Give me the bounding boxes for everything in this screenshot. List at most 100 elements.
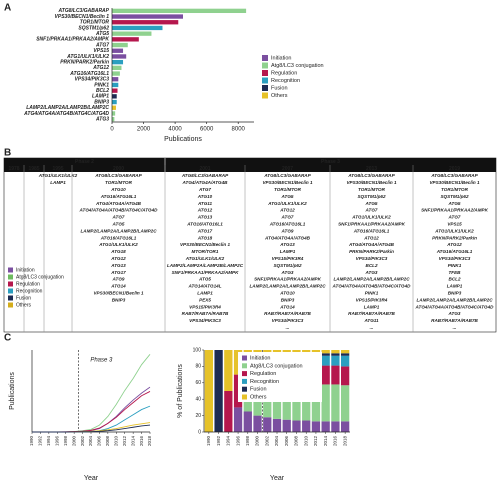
gene-entry: LAMP2/LAMP2A/LAMP2B/LAMP2C: [333, 277, 410, 282]
x-tick-label: 2006: [284, 436, 289, 447]
x-tick-label: 1990: [206, 436, 211, 447]
gene-entry: ATG7: [281, 215, 294, 220]
legend-swatch: [8, 295, 13, 301]
bar-segment: [340, 385, 350, 422]
gene-entry: BCL2: [449, 277, 461, 282]
gene-entry: ATG13: [110, 263, 126, 268]
legend-label: Regulation: [16, 281, 40, 287]
legend-swatch: [8, 281, 13, 287]
gene-entry: ATG8/LC3/GABARAP: [181, 173, 229, 178]
gene-entry: BNIP3: [448, 291, 462, 296]
gene-entry: MTOR/TOR1: [192, 249, 219, 254]
gene-entry: ATG4/ATG4A/ATG4B/ATG4C/ATG4D: [79, 208, 159, 213]
gene-entry: SNF1/PRKAA1/PRKAA2/AMPK: [254, 277, 322, 282]
x-tick-label: 2006: [97, 436, 102, 447]
gene-entry: ATG16/ATG16L1: [100, 194, 137, 199]
year-header: 2019: [449, 166, 460, 172]
line: [32, 391, 151, 433]
gene-entry: ATG18: [110, 249, 126, 254]
category-label: ATG5: [95, 31, 109, 37]
category-label: PRKN/PARK2/Parkin: [60, 59, 109, 65]
x-tick-label: 2010: [303, 436, 308, 447]
y-axis-label: % of Publications: [177, 364, 184, 418]
annotation: Phase 3: [90, 358, 113, 364]
bar-segment: [331, 350, 340, 354]
category-label: ATG3: [95, 116, 109, 122]
x-tick-label: 2000: [137, 127, 151, 133]
gene-entry: VPS15/PIK3R4: [356, 297, 388, 302]
x-tick-label: 1996: [235, 436, 240, 447]
gene-entry: ATG13: [279, 242, 295, 247]
panel-label: A: [4, 3, 11, 14]
bar: [112, 25, 163, 31]
gene-entry: SQSTM1/p62: [440, 194, 469, 199]
legend-label: Fusion: [271, 85, 288, 91]
bar-segment: [340, 353, 350, 356]
legend-label: Initiation: [250, 355, 271, 361]
y-tick-label: 0: [198, 429, 201, 435]
bar: [112, 37, 139, 42]
legend-swatch: [262, 62, 268, 69]
bar: [112, 59, 124, 65]
gene-entry: ATG10: [110, 187, 126, 192]
x-tick-label: 4000: [168, 127, 182, 133]
gene-entry: LAMP1: [447, 284, 463, 289]
gene-entry: LAMP2/LAMP2A/LAMP2B/LAMP2C: [80, 228, 157, 233]
gene-entry: ATG16/ATG16L1: [186, 222, 223, 227]
gene-entry: ATG8/LC3/GABARAP: [263, 173, 311, 178]
category-label: VPS30/BECN1/Beclin 1: [55, 14, 110, 20]
legend-swatch: [242, 355, 247, 361]
gene-entry: ATG9: [281, 228, 294, 233]
year-header: 2013: [366, 166, 377, 172]
x-tick-label: 2018: [342, 436, 347, 447]
legend-swatch: [242, 371, 247, 377]
x-tick-label: 2014: [323, 436, 328, 447]
gene-entry: TOR1/MTOR: [105, 180, 133, 185]
category-label: SNF1/PRKAA1/PRKAA2/AMPK: [36, 37, 109, 43]
panel-label: C: [4, 333, 11, 344]
category-label: PINK1: [94, 82, 109, 88]
gene-entry: ...: [370, 325, 374, 330]
x-axis-label: Year: [84, 475, 99, 482]
x-tick-label: 2002: [264, 436, 269, 447]
bar: [112, 42, 128, 48]
legend-label: Initiation: [271, 55, 292, 61]
bar-segment: [340, 366, 350, 386]
legend-label: Recognition: [250, 379, 279, 385]
x-tick-label: 6000: [200, 127, 214, 133]
year-header: 1985: [28, 166, 39, 172]
year-header: 2007: [282, 166, 293, 172]
legend-label: Recognition: [271, 78, 300, 84]
legend-label: Atg8/LC3 conjugation: [271, 63, 324, 69]
gene-entry: ATG12: [197, 208, 213, 213]
x-tick-label: 1998: [63, 436, 68, 447]
bar-segment: [340, 355, 350, 367]
gene-entry: ATG7: [365, 208, 378, 213]
gene-entry: ATG5: [112, 222, 125, 227]
year-header: 1995: [52, 166, 63, 172]
legend-swatch: [242, 394, 247, 400]
bar-segment: [321, 421, 330, 432]
gene-entry: VPS34/PIK3C3: [439, 256, 471, 261]
y-tick-label: 40: [195, 397, 201, 403]
gene-entry: ATG16/ATG16L1: [436, 249, 473, 254]
panel-label: B: [4, 148, 11, 159]
bar-segment: [321, 350, 330, 354]
bar-segment: [331, 421, 340, 432]
gene-entry: ATG3: [448, 311, 461, 316]
gene-entry: BCL2: [366, 263, 378, 268]
gene-entry: ATG1/ULK1/ULK2: [98, 242, 138, 247]
bar-segment: [311, 383, 321, 422]
legend-label: Recognition: [16, 288, 43, 294]
category-label: ATG7: [95, 42, 109, 48]
bar-segment: [302, 420, 311, 432]
gene-entry: ATG3: [365, 270, 378, 275]
y-tick-label: 20: [195, 413, 201, 419]
x-tick-label: 2004: [88, 436, 93, 447]
bar-segment: [272, 350, 282, 354]
gene-entry: LAMP1: [50, 180, 66, 185]
x-tick-label: 1990: [29, 436, 34, 447]
header-bg: [4, 158, 496, 172]
gene-entry: ATG12: [363, 235, 379, 240]
legend-swatch: [242, 378, 247, 384]
